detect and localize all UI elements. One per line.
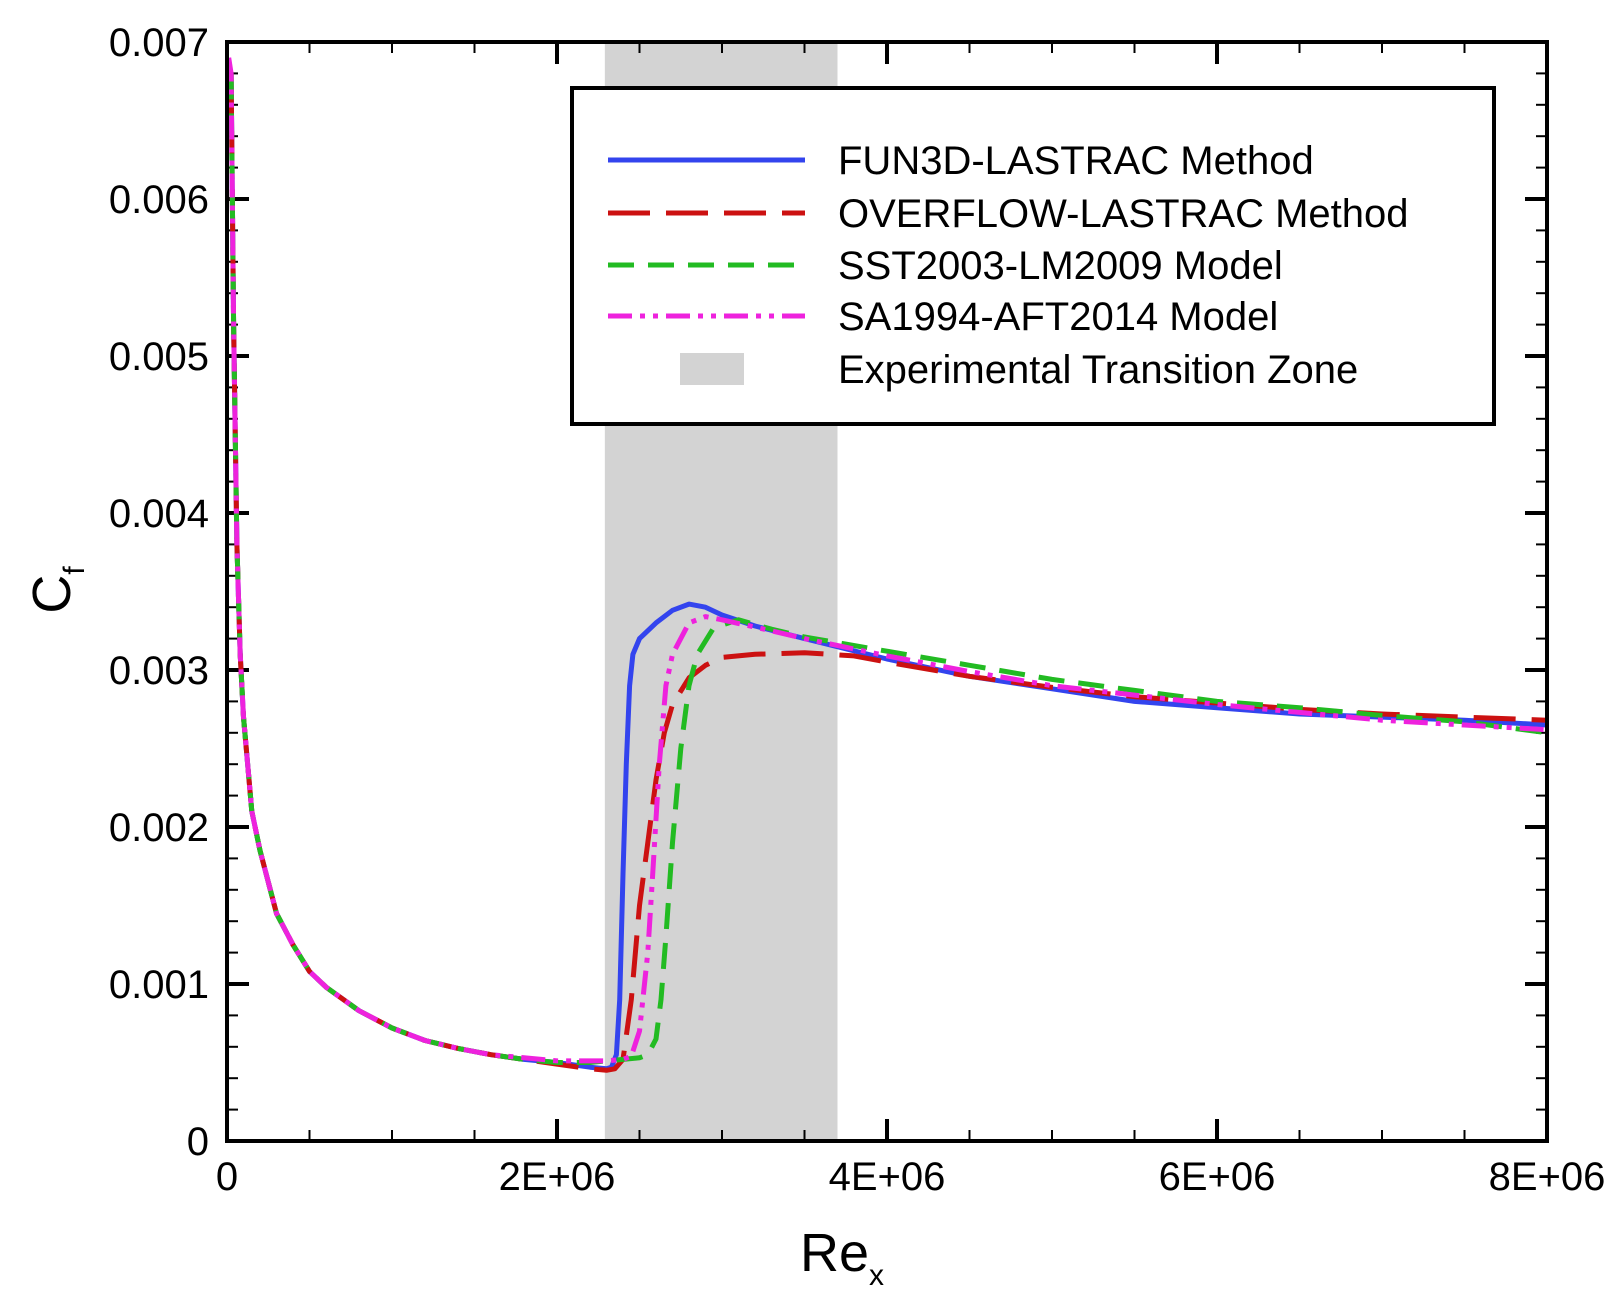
y-tick-label: 0.005 <box>109 335 209 379</box>
y-tick-label: 0.003 <box>109 649 209 693</box>
y-tick-label: 0.004 <box>109 492 209 536</box>
legend-label: Experimental Transition Zone <box>838 348 1358 392</box>
y-tick-label: 0.002 <box>109 806 209 850</box>
legend-label: SST2003-LM2009 Model <box>838 244 1283 288</box>
plot-frame <box>225 40 1549 1143</box>
y-tick-label: 0.006 <box>109 178 209 222</box>
y-axis-title-main: C <box>22 575 82 614</box>
series-layer <box>227 57 1547 1073</box>
y-axis-title: Cf <box>22 566 91 614</box>
legend-entry-experimental-transition-zone: Experimental Transition Zone <box>680 348 1358 392</box>
x-tick-label: 6E+06 <box>1159 1155 1276 1199</box>
legend-entry-fun3d-lastrac-method: FUN3D-LASTRAC Method <box>608 139 1314 183</box>
y-tick-labels: 0 0.001 0.002 0.003 0.004 0.005 0.006 0.007 <box>109 21 209 1164</box>
y-tick-label: 0 <box>187 1120 209 1164</box>
x-tick-label: 0 <box>216 1155 238 1199</box>
x-axis-title-main: Re <box>800 1223 869 1283</box>
legend: FUN3D-LASTRAC Method OVERFLOW-LASTRAC Met… <box>570 86 1496 426</box>
legend-entry-sst2003-lm2009-model: SST2003-LM2009 Model <box>608 244 1283 288</box>
legend-label: FUN3D-LASTRAC Method <box>838 139 1314 183</box>
legend-entry-overflow-lastrac-method: OVERFLOW-LASTRAC Method <box>608 192 1409 236</box>
svg-text:Cf: Cf <box>22 566 91 614</box>
x-tick-labels: 0 2E+06 4E+06 6E+06 8E+06 <box>216 1155 1606 1199</box>
legend-label: OVERFLOW-LASTRAC Method <box>838 192 1409 236</box>
y-tick-label: 0.007 <box>109 21 209 65</box>
x-tick-label: 2E+06 <box>499 1155 616 1199</box>
x-axis-title-sub: x <box>869 1259 884 1292</box>
legend-entry-sa1994-aft2014-model: SA1994-AFT2014 Model <box>608 295 1278 339</box>
legend-swatch-transition-zone <box>680 353 744 385</box>
x-tick-label: 8E+06 <box>1489 1155 1606 1199</box>
legend-label: SA1994-AFT2014 Model <box>838 295 1278 339</box>
x-tick-label: 4E+06 <box>829 1155 946 1199</box>
x-axis-title: Rex <box>800 1223 884 1292</box>
y-tick-label: 0.001 <box>109 963 209 1007</box>
legend-entries: FUN3D-LASTRAC Method OVERFLOW-LASTRAC Met… <box>608 139 1409 392</box>
y-axis-title-sub: f <box>58 566 91 575</box>
